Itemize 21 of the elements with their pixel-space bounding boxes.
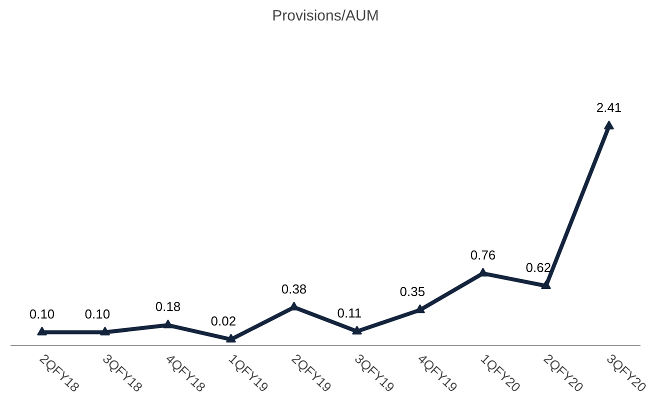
point [478,268,488,277]
point [289,302,299,310]
point [37,326,47,336]
point [352,326,362,334]
point [226,334,236,343]
point [604,120,614,130]
chart-title: Provisions/AUM [272,8,379,24]
data-label: 0.10 [29,306,55,322]
data-label: 0.10 [84,306,110,322]
point [541,280,551,289]
data-label: 0.02 [210,313,236,328]
data-label: 0.35 [400,284,426,299]
data-label: 2.41 [596,100,622,116]
point [415,304,425,314]
data-label: 0.38 [281,281,307,296]
data-label: 0.11 [337,305,362,320]
point [100,326,110,336]
data-label: 0.62 [526,260,552,275]
data-label: 0.18 [155,299,181,314]
data-label: 0.76 [470,247,496,262]
point [163,319,173,328]
